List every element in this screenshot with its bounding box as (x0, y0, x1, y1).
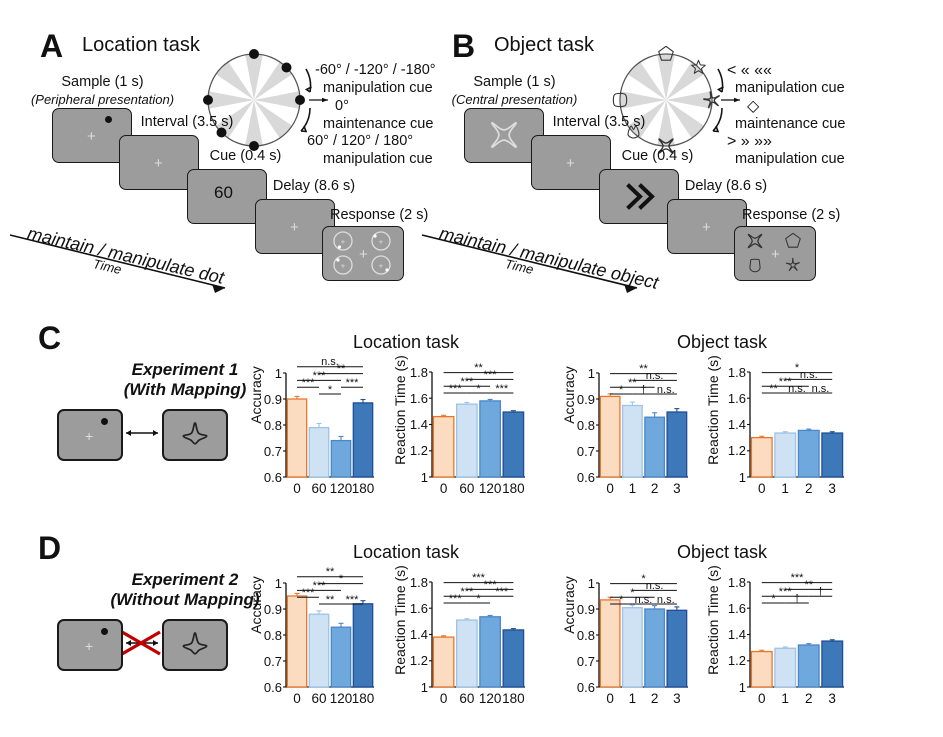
svg-text:+: + (379, 238, 384, 247)
svg-text:+: + (379, 262, 384, 271)
svg-text:+: + (341, 238, 346, 247)
svg-text:+: + (341, 262, 346, 271)
